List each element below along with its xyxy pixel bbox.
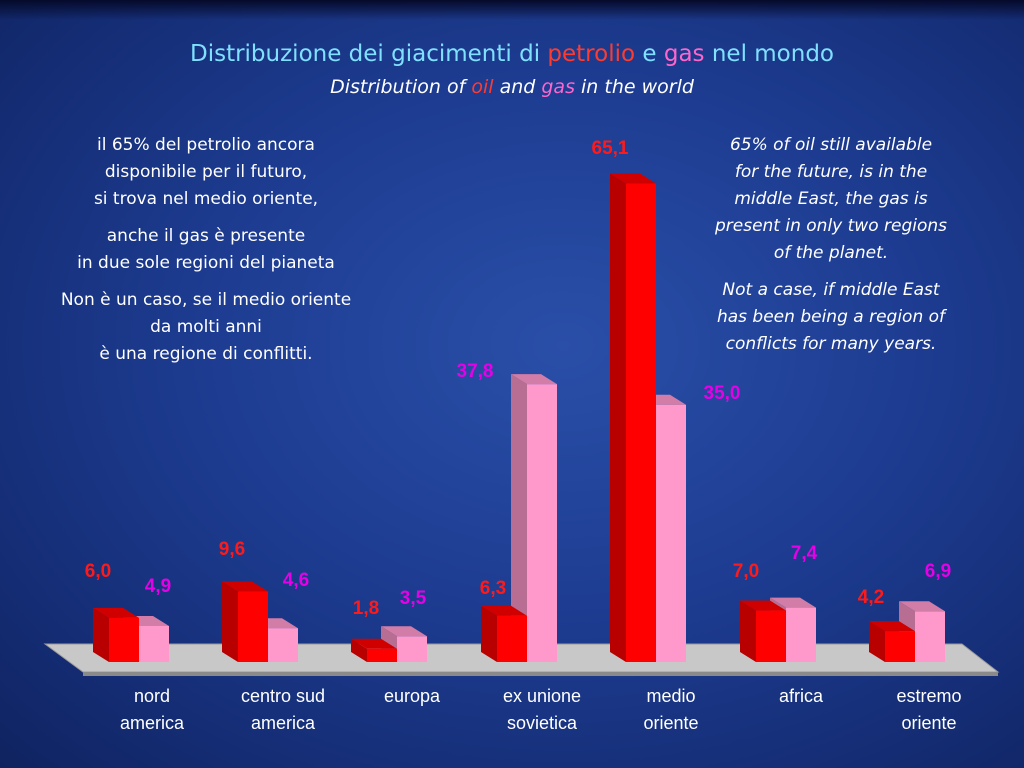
oil-bar-5-top — [740, 600, 786, 611]
oil-bar-2-side — [351, 638, 367, 662]
gas-bar-4 — [656, 404, 686, 662]
title-it-gas: gas — [663, 41, 705, 67]
oil-bar-1-top — [222, 581, 268, 592]
english-commentary: 65% of oil still available for the futur… — [683, 132, 979, 368]
category-label-2: europa — [383, 686, 441, 706]
category-label-0: nord america — [119, 686, 185, 733]
oil-value-label-6: 4,2 — [858, 587, 884, 608]
gas-value-label-5: 7,4 — [791, 543, 818, 564]
category-label-1: centro sud america — [240, 686, 326, 733]
oil-bar-2-top — [351, 638, 397, 649]
title-it-part1: Distribuzione dei giacimenti di — [189, 41, 548, 67]
title-en-part2: and — [493, 76, 542, 98]
oil-bar-6-side — [869, 621, 885, 662]
italian-paragraph-2: anche il gas è presente in due sole regi… — [77, 226, 335, 273]
category-label-3: ex unione sovietica — [502, 686, 582, 733]
gas-value-label-1: 4,6 — [283, 570, 309, 591]
gas-bar-5-top — [770, 597, 816, 608]
oil-bar-4-top — [610, 173, 656, 184]
title-it-part3: nel mondo — [704, 41, 834, 67]
gas-bar-6-top — [899, 601, 945, 612]
oil-value-label-4: 65,1 — [592, 138, 629, 159]
title-en-part1: Distribution of — [330, 76, 472, 98]
chart-floor-edge — [83, 672, 998, 676]
title-en-oil: oil — [471, 76, 494, 98]
gas-bar-0 — [139, 625, 169, 662]
gas-value-label-0: 4,9 — [145, 576, 171, 597]
gas-bar-5 — [786, 607, 816, 662]
oil-bar-0-top — [93, 607, 139, 618]
gas-value-label-4: 35,0 — [704, 383, 741, 404]
oil-bar-3 — [497, 615, 527, 662]
gas-value-label-3: 37,8 — [457, 361, 494, 382]
gas-bar-3-side — [511, 374, 527, 662]
gas-bar-1 — [268, 628, 298, 662]
gas-value-label-2: 3,5 — [400, 588, 427, 609]
gas-bar-2-top — [381, 626, 427, 637]
category-label-6: estremo oriente — [896, 686, 962, 733]
oil-bar-1-side — [222, 581, 238, 662]
gas-bar-3 — [527, 384, 557, 662]
oil-bar-2 — [367, 648, 397, 662]
gas-value-label-6: 6,9 — [925, 561, 951, 582]
oil-bar-0 — [109, 617, 139, 662]
oil-value-label-0: 6,0 — [85, 561, 111, 582]
oil-value-label-2: 1,8 — [353, 598, 379, 619]
oil-bar-3-side — [481, 605, 497, 662]
title-english: Distribution of oil and gas in the world — [0, 74, 1024, 100]
title-it-oil: petrolio — [547, 41, 636, 67]
oil-bar-6 — [885, 631, 915, 662]
italian-paragraph-1: il 65% del petrolio ancora disponibile p… — [93, 135, 319, 209]
gas-bar-3-top — [511, 374, 557, 385]
category-label-5: africa — [778, 686, 823, 706]
title-it-part2: e — [635, 41, 664, 67]
english-paragraph-2: Not a case, if middle East has been bein… — [716, 280, 946, 354]
oil-bar-3-top — [481, 605, 527, 616]
category-label-4: medio oriente — [643, 686, 699, 733]
italian-commentary: il 65% del petrolio ancora disponibile p… — [20, 132, 392, 378]
oil-bar-1 — [238, 591, 268, 662]
title-en-part3: in the world — [574, 76, 694, 98]
top-band — [0, 0, 1024, 20]
oil-bar-4 — [626, 183, 656, 662]
gas-bar-2 — [397, 636, 427, 662]
title-en-gas: gas — [541, 76, 575, 98]
gas-bar-6 — [915, 611, 945, 662]
oil-bar-5 — [756, 610, 786, 662]
oil-bar-6-top — [869, 621, 915, 632]
oil-bar-0-side — [93, 607, 109, 662]
italian-paragraph-3: Non è un caso, se il medio oriente da mo… — [60, 290, 352, 364]
oil-value-label-1: 9,6 — [219, 539, 245, 560]
title-italian: Distribuzione dei giacimenti di petrolio… — [0, 40, 1024, 68]
oil-bar-5-side — [740, 600, 756, 662]
oil-bar-4-side — [610, 173, 626, 662]
oil-value-label-3: 6,3 — [480, 578, 506, 599]
english-paragraph-1: 65% of oil still available for the futur… — [714, 135, 948, 263]
oil-value-label-5: 7,0 — [733, 561, 759, 582]
